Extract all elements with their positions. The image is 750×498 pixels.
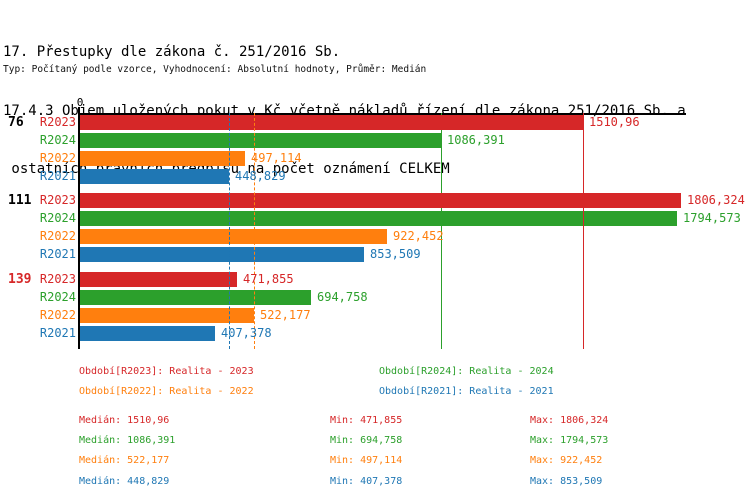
legend-item-r2022: Období[R2022]: Realita - 2022 xyxy=(79,386,254,397)
bar-value-label: 1510,96 xyxy=(589,115,640,129)
stat-max-r2024: Max: 1794,573 xyxy=(530,435,609,446)
stat-min-r2024: Min: 694,758 xyxy=(330,435,403,446)
stat-max-r2021: Max: 853,509 xyxy=(530,476,603,487)
bar-value-label: 471,855 xyxy=(243,272,294,286)
bar-value-label: 1806,324 xyxy=(687,193,745,207)
bar-r2024 xyxy=(80,133,441,148)
report-title-line-2: 17.4.3 Objem uložených pokut v Kč včetně… xyxy=(3,102,686,119)
bar-r2021 xyxy=(80,247,364,262)
group-label: 111 xyxy=(8,193,32,208)
report-title-line-1: 17. Přestupky dle zákona č. 251/2016 Sb. xyxy=(3,44,341,60)
bar-series-label: R2024 xyxy=(39,133,76,147)
bar-value-label: 1086,391 xyxy=(447,133,505,147)
legend-item-r2021: Období[R2021]: Realita - 2021 xyxy=(379,386,554,397)
bar-r2022 xyxy=(80,151,245,166)
bar-series-label: R2023 xyxy=(39,272,76,286)
stat-max-r2022: Max: 922,452 xyxy=(530,455,603,466)
bar-value-label: 1794,573 xyxy=(683,211,741,225)
bar-r2022 xyxy=(80,229,387,244)
stat-median-r2021: Medián: 448,829 xyxy=(79,476,170,487)
stat-min-r2021: Min: 407,378 xyxy=(330,476,403,487)
bar-r2023 xyxy=(80,115,583,130)
group-label: 76 xyxy=(8,115,24,130)
stat-median-r2024: Medián: 1086,391 xyxy=(79,435,176,446)
bar-r2024 xyxy=(80,290,311,305)
bar-value-label: 497,114 xyxy=(251,151,302,165)
bar-r2021 xyxy=(80,326,215,341)
median-line-r2021 xyxy=(229,113,230,349)
bar-r2022 xyxy=(80,308,254,323)
bar-value-label: 922,452 xyxy=(393,229,444,243)
report-title: 17. Přestupky dle zákona č. 251/2016 Sb.… xyxy=(3,4,686,219)
bar-value-label: 522,177 xyxy=(260,308,311,322)
stat-max-r2023: Max: 1806,324 xyxy=(530,415,609,426)
stat-median-r2023: Medián: 1510,96 xyxy=(79,415,170,426)
bar-series-label: R2024 xyxy=(39,211,76,225)
x-axis-origin-label: 0 xyxy=(76,96,84,109)
stat-min-r2023: Min: 471,855 xyxy=(330,415,403,426)
y-axis-line xyxy=(78,107,80,349)
bar-series-label: R2022 xyxy=(39,308,76,322)
bar-value-label: 407,378 xyxy=(221,326,272,340)
median-line-r2024 xyxy=(441,113,442,349)
bar-series-label: R2021 xyxy=(39,169,76,183)
stat-median-r2022: Medián: 522,177 xyxy=(79,455,170,466)
group-label: 139 xyxy=(8,272,32,287)
x-axis-top-line xyxy=(80,113,686,115)
report-subtitle: Typ: Počítaný podle vzorce, Vyhodnocení:… xyxy=(3,64,427,75)
bar-series-label: R2021 xyxy=(39,326,76,340)
bar-series-label: R2023 xyxy=(39,193,76,207)
median-line-r2022 xyxy=(254,113,255,349)
bar-value-label: 694,758 xyxy=(317,290,368,304)
bar-series-label: R2024 xyxy=(39,290,76,304)
bar-series-label: R2022 xyxy=(39,151,76,165)
median-line-r2023 xyxy=(583,113,584,349)
bar-r2024 xyxy=(80,211,677,226)
bar-value-label: 853,509 xyxy=(370,247,421,261)
bar-r2023 xyxy=(80,193,681,208)
bar-r2023 xyxy=(80,272,237,287)
legend-item-r2023: Období[R2023]: Realita - 2023 xyxy=(79,366,254,377)
bar-series-label: R2022 xyxy=(39,229,76,243)
bar-r2021 xyxy=(80,169,229,184)
stat-min-r2022: Min: 497,114 xyxy=(330,455,403,466)
bar-series-label: R2023 xyxy=(39,115,76,129)
bar-value-label: 448,829 xyxy=(235,169,286,183)
legend-item-r2024: Období[R2024]: Realita - 2024 xyxy=(379,366,554,377)
bar-series-label: R2021 xyxy=(39,247,76,261)
